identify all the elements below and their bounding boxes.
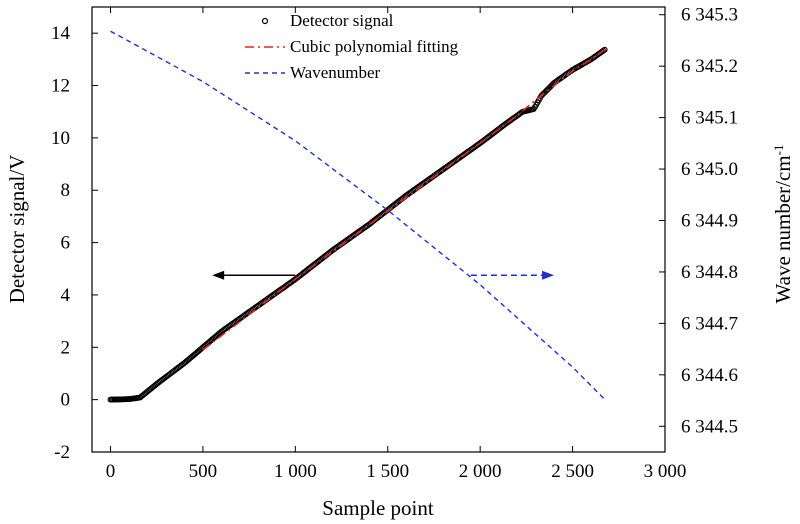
y-tick-label: 6 — [61, 233, 71, 254]
series-wavenumber-line — [110, 30, 607, 402]
left-y-axis-label: Detector signal/V — [5, 155, 29, 304]
y2-tick-label: 6 344.7 — [681, 313, 738, 334]
y-tick-label: 10 — [51, 128, 70, 149]
y2-tick-label: 6 344.6 — [681, 365, 738, 386]
x-axis-label: Sample point — [322, 496, 434, 520]
y2-tick-label: 6 344.8 — [681, 262, 738, 283]
y-tick-label: 2 — [61, 337, 71, 358]
series-cubic-fit-line — [202, 48, 607, 351]
right-y-axis-label-base: Wave number/cm — [771, 155, 795, 303]
y-tick-label: 4 — [61, 285, 71, 306]
plot-frame — [91, 6, 666, 453]
series-layer — [107, 30, 608, 403]
y-tick-label: 0 — [61, 390, 71, 411]
x-tick-label: 1 500 — [366, 461, 409, 482]
legend: Detector signal Cubic polynomial fitting… — [245, 11, 459, 82]
right-y-axis-ticks: 6 344.5 6 344.6 6 344.7 6 344.8 6 344.9 6 345… — [659, 5, 738, 437]
x-tick-label: 3 000 — [644, 461, 687, 482]
detector-signal-point — [601, 46, 608, 53]
direction-arrows — [212, 270, 555, 280]
right-axis-arrow-head — [542, 270, 555, 280]
x-tick-label: 2 000 — [459, 461, 502, 482]
y-tick-label: 12 — [51, 76, 70, 97]
y2-tick-label: 6 344.5 — [681, 416, 738, 437]
y2-tick-label: 6 345.2 — [681, 56, 738, 77]
y-tick-label: -2 — [54, 442, 70, 463]
y2-tick-label: 6 345.0 — [681, 159, 738, 180]
x-axis-ticks: 0 500 1 000 1 500 2 000 2 500 3 000 — [106, 7, 687, 482]
series-detector-signal — [107, 46, 608, 403]
y2-tick-label: 6 345.3 — [681, 5, 738, 26]
x-tick-label: 500 — [189, 461, 218, 482]
left-y-axis-ticks: -2 0 2 4 6 8 10 12 14 — [51, 23, 98, 463]
legend-label-detector-signal: Detector signal — [290, 11, 394, 30]
y2-tick-label: 6 344.9 — [681, 210, 738, 231]
legend-label-cubic-fit: Cubic polynomial fitting — [290, 37, 459, 56]
x-tick-label: 0 — [106, 461, 116, 482]
right-y-axis-label-exponent: -1 — [771, 144, 786, 155]
x-tick-label: 2 500 — [551, 461, 594, 482]
right-y-axis-label: Wave number/cm-1 — [771, 144, 795, 303]
legend-label-wavenumber: Wavenumber — [290, 63, 381, 82]
x-tick-label: 1 000 — [274, 461, 317, 482]
y2-tick-label: 6 345.1 — [681, 108, 738, 129]
left-axis-arrow-head — [212, 270, 225, 280]
legend-marker-detector-signal — [261, 17, 269, 25]
y-tick-label: 14 — [51, 23, 71, 44]
y-tick-label: 8 — [61, 180, 71, 201]
